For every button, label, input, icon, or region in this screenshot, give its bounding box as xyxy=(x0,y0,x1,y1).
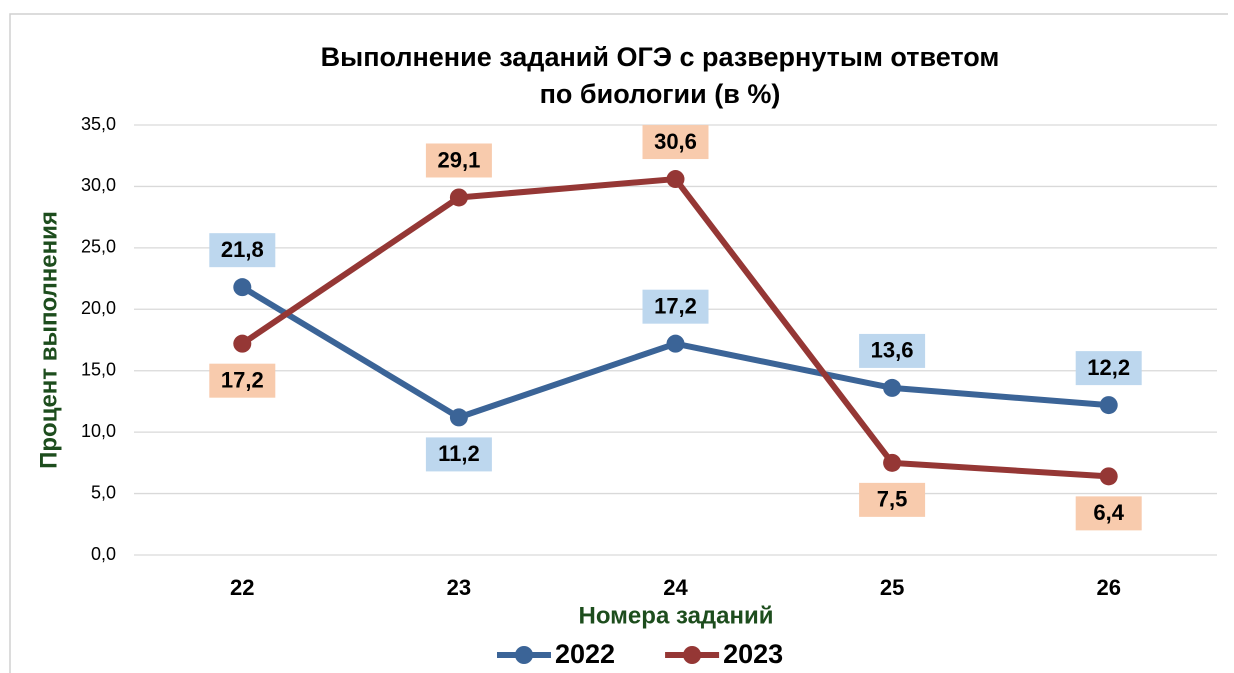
marker xyxy=(666,170,685,189)
y-tick-label: 5,0 xyxy=(91,482,116,502)
y-tick-label: 0,0 xyxy=(91,544,116,564)
marker xyxy=(883,453,902,472)
x-axis-label: Номера заданий xyxy=(579,602,774,629)
x-tick-label: 26 xyxy=(1096,575,1120,600)
y-tick-label: 20,0 xyxy=(81,298,116,318)
data-label-box xyxy=(642,125,709,160)
data-label: 6,4 xyxy=(1093,500,1124,525)
data-label-box xyxy=(642,289,709,324)
legend-marker xyxy=(515,646,533,664)
chart-title: по биологии (в %) xyxy=(540,79,781,109)
y-tick-label: 30,0 xyxy=(81,175,116,195)
data-label-box xyxy=(859,333,926,368)
data-label: 12,2 xyxy=(1087,355,1130,380)
marker xyxy=(1099,396,1118,415)
data-label: 21,8 xyxy=(221,237,264,262)
x-tick-label: 22 xyxy=(230,575,254,600)
y-tick-label: 25,0 xyxy=(81,237,116,257)
data-label-box xyxy=(1075,351,1142,386)
data-label: 13,6 xyxy=(871,338,914,363)
data-label-box xyxy=(209,363,276,398)
legend-label: 2022 xyxy=(555,639,615,669)
data-label: 11,2 xyxy=(438,441,480,466)
marker xyxy=(233,278,252,297)
y-axis-label: Процент выполнения xyxy=(35,211,62,469)
x-tick-label: 23 xyxy=(447,575,471,600)
marker xyxy=(449,188,468,207)
data-label: 7,5 xyxy=(877,487,908,512)
x-tick-label: 24 xyxy=(663,575,688,600)
chart-title: Выполнение заданий ОГЭ с развернутым отв… xyxy=(321,42,1000,72)
y-tick-label: 15,0 xyxy=(81,359,116,379)
legend-label: 2023 xyxy=(723,639,783,669)
data-label: 17,2 xyxy=(654,293,697,318)
marker xyxy=(449,408,468,427)
data-label: 29,1 xyxy=(437,147,480,172)
data-label: 30,6 xyxy=(654,129,697,154)
chart-border xyxy=(9,13,1228,673)
y-tick-label: 10,0 xyxy=(81,421,116,441)
marker xyxy=(666,334,685,353)
data-label-box xyxy=(425,437,492,472)
marker xyxy=(233,334,252,353)
data-label-box xyxy=(425,143,492,178)
data-label-box xyxy=(1075,496,1142,531)
marker xyxy=(1099,467,1118,486)
legend-marker xyxy=(683,646,702,664)
data-label-box xyxy=(859,482,926,517)
marker xyxy=(883,378,902,397)
data-label-box xyxy=(209,233,276,268)
y-tick-label: 35,0 xyxy=(81,114,116,134)
data-label: 17,2 xyxy=(221,367,264,392)
x-tick-label: 25 xyxy=(880,575,904,600)
